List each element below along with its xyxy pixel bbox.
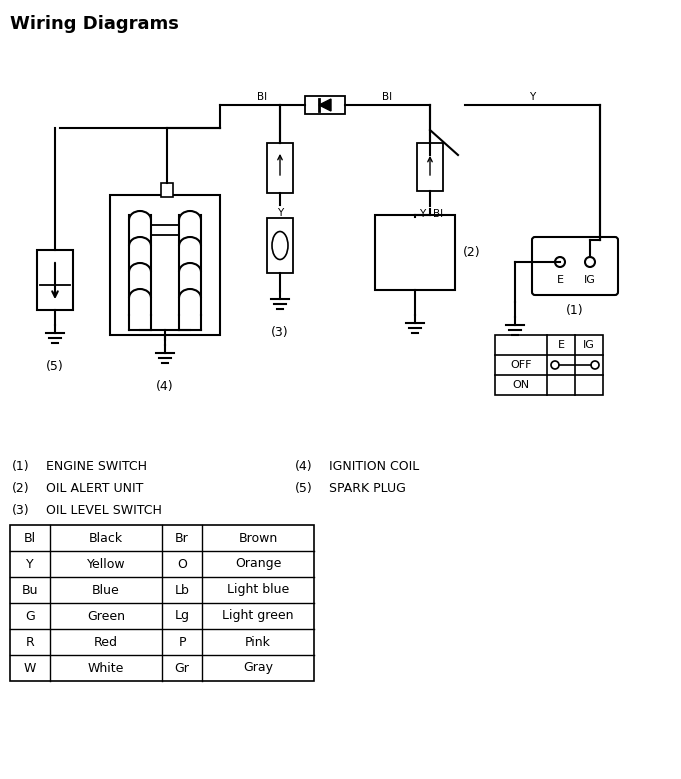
Polygon shape [319,99,331,111]
Text: Pink: Pink [245,636,271,648]
Text: IGNITION COIL: IGNITION COIL [329,460,419,473]
Text: Y: Y [26,558,34,570]
Bar [161,183,173,197]
Bar [417,143,443,191]
Bar [305,96,345,114]
Text: White: White [88,661,124,675]
Text: (2): (2) [463,245,481,259]
Text: Lb: Lb [174,583,189,597]
Text: Lg: Lg [174,609,189,622]
Bar [267,218,293,273]
Text: Bl: Bl [433,209,443,219]
Bar [37,250,73,310]
Text: Brown: Brown [238,531,278,545]
Text: Y: Y [529,92,536,102]
Text: Y: Y [419,209,425,219]
Text: O: O [177,558,187,570]
Text: (5): (5) [46,360,64,373]
Text: Yellow: Yellow [86,558,125,570]
Text: ON: ON [512,380,530,390]
Text: Blue: Blue [92,583,120,597]
Text: OFF: OFF [510,360,532,370]
Text: (1): (1) [12,460,30,473]
Text: ENGINE SWITCH: ENGINE SWITCH [46,460,147,473]
Text: Y: Y [277,208,283,218]
Text: Green: Green [87,609,125,622]
Text: Orange: Orange [235,558,281,570]
Bar [267,143,293,193]
Bar [495,335,603,395]
Text: (4): (4) [295,460,313,473]
Circle shape [551,361,559,369]
Text: Bl: Bl [24,531,36,545]
Text: Gr: Gr [174,661,189,675]
Text: (2): (2) [12,482,30,495]
Text: Wiring Diagrams: Wiring Diagrams [10,15,179,33]
Text: IG: IG [584,275,596,285]
Text: P: P [178,636,186,648]
Text: Light green: Light green [222,609,294,622]
Circle shape [591,361,599,369]
Text: W: W [24,661,36,675]
Text: Bu: Bu [22,583,38,597]
Text: (1): (1) [566,304,584,317]
Text: (3): (3) [12,504,30,517]
Text: Bl: Bl [383,92,392,102]
Text: Bl: Bl [257,92,268,102]
Text: (5): (5) [295,482,313,495]
Text: (4): (4) [156,380,174,393]
Text: G: G [25,609,35,622]
Bar [110,195,220,335]
Bar [375,215,455,290]
Text: IG: IG [583,340,595,350]
Ellipse shape [272,231,288,259]
Text: SPARK PLUG: SPARK PLUG [329,482,406,495]
Text: Red: Red [94,636,118,648]
Text: OIL ALERT UNIT: OIL ALERT UNIT [46,482,144,495]
Text: Light blue: Light blue [227,583,289,597]
Text: Black: Black [89,531,123,545]
Text: Br: Br [175,531,189,545]
Text: E: E [558,340,565,350]
Text: OIL LEVEL SWITCH: OIL LEVEL SWITCH [46,504,162,517]
Text: E: E [556,275,563,285]
Circle shape [555,257,565,267]
Circle shape [585,257,595,267]
Bar [10,525,314,681]
Text: (3): (3) [271,326,289,339]
Text: Gray: Gray [243,661,273,675]
FancyBboxPatch shape [532,237,618,295]
Text: R: R [26,636,34,648]
